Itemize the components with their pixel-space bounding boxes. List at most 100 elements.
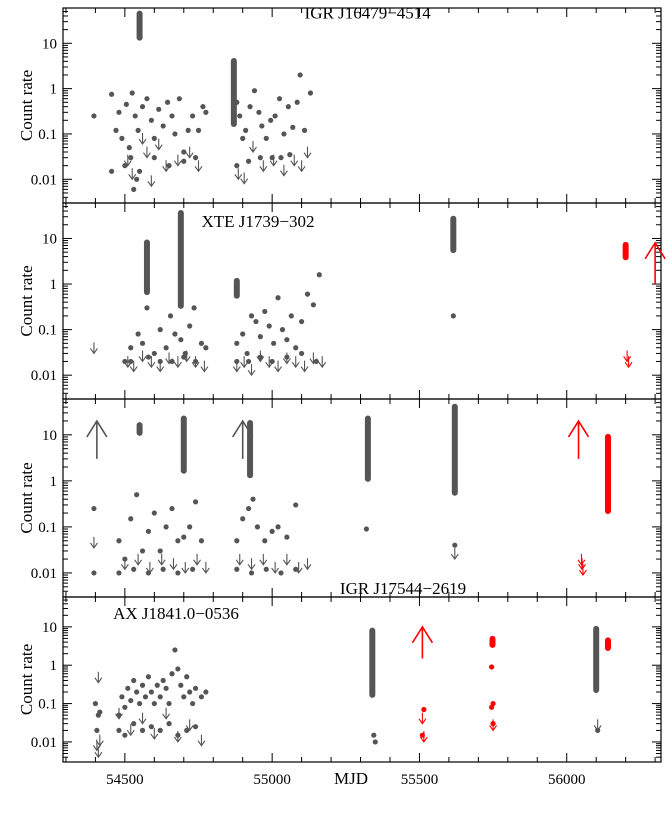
data-point <box>450 313 456 319</box>
upper-limit-arrow <box>185 146 194 159</box>
data-point <box>294 99 300 105</box>
outburst-arrow <box>86 419 108 459</box>
upper-limit-arrow <box>89 536 98 549</box>
panel-1: 0.01 0.1 1 10 Count rate IGR J16479−4514 <box>17 4 662 204</box>
x-axis-label: MJD <box>334 769 368 788</box>
data-point <box>257 334 263 340</box>
data-point <box>247 104 253 110</box>
data-point <box>266 323 272 329</box>
data-point <box>164 99 171 105</box>
data-point <box>128 345 134 351</box>
upper-limit-arrow <box>165 352 173 365</box>
upper-limit-arrow <box>154 138 163 151</box>
data-point <box>284 337 290 343</box>
y-tick-label: 10 <box>42 428 57 444</box>
y-tick-label: 10 <box>42 36 57 52</box>
upper-limit-arrow <box>234 168 243 181</box>
data-point <box>372 739 378 745</box>
data-point <box>489 664 495 670</box>
upper-limit-arrow <box>578 564 587 576</box>
data-point <box>91 570 97 576</box>
data-point <box>203 109 209 115</box>
data-point <box>181 534 187 540</box>
data-point <box>269 358 275 365</box>
data-point <box>237 113 243 119</box>
data-point <box>198 694 205 700</box>
y-tick-label: 0.01 <box>31 566 57 582</box>
data-point <box>166 163 172 169</box>
data-point <box>145 528 152 534</box>
upper-limit-arrow <box>450 548 459 561</box>
upper-limit-arrow <box>191 356 200 369</box>
data-point <box>163 345 169 351</box>
data-point <box>184 674 190 680</box>
data-point <box>175 538 181 544</box>
data-point <box>169 113 175 119</box>
data-point <box>187 323 193 329</box>
data-point <box>97 709 103 715</box>
data-point <box>139 682 146 688</box>
data-point <box>187 524 193 530</box>
y-tick-label: 0.1 <box>38 127 57 143</box>
data-point <box>253 318 259 325</box>
upper-limit-arrow <box>274 360 282 373</box>
data-point <box>192 685 199 691</box>
data-point <box>234 566 240 572</box>
y-axis-label: Count rate <box>17 462 36 533</box>
data-point <box>198 538 205 544</box>
y-tick-label: 0.01 <box>31 735 57 751</box>
data-point <box>278 155 284 161</box>
data-point <box>271 340 277 346</box>
data-point <box>172 331 178 337</box>
upper-limit-arrow <box>123 356 132 369</box>
data-point <box>139 340 146 346</box>
y-tick-label: 0.01 <box>31 172 57 188</box>
upper-limit-arrow <box>147 175 156 188</box>
data-point <box>122 732 128 738</box>
data-point <box>119 694 125 700</box>
data-point <box>169 505 175 512</box>
upper-limit-arrow <box>623 350 632 363</box>
upper-limit-arrow <box>282 352 291 365</box>
data-point <box>293 502 299 508</box>
upper-limit-arrow <box>194 160 203 173</box>
data-point <box>116 109 122 115</box>
data-point <box>185 127 191 133</box>
upper-limit-arrow <box>128 168 137 181</box>
upper-limit-arrow <box>94 746 103 759</box>
data-point <box>299 318 305 325</box>
upper-limit-arrow <box>418 712 427 725</box>
data-point <box>139 548 146 554</box>
data-point <box>371 732 377 738</box>
source-title: AX J1841.0−0536 <box>113 604 239 623</box>
data-point <box>192 499 199 505</box>
data-point <box>243 127 249 133</box>
data-point <box>154 682 160 688</box>
upper-limit-arrow <box>150 727 159 740</box>
data-point <box>151 700 157 707</box>
upper-limit-arrow <box>240 172 249 185</box>
data-point <box>109 91 115 97</box>
data-point <box>131 566 137 572</box>
data-point <box>288 313 294 319</box>
data-point <box>91 505 97 512</box>
source-title: IGR J17544−2619 <box>340 579 466 598</box>
y-tick-label: 1 <box>50 82 58 98</box>
upper-limit-arrow <box>240 356 249 369</box>
data-point <box>139 727 146 733</box>
data-point <box>299 350 305 357</box>
data-point <box>91 113 97 119</box>
y-tick-label: 10 <box>42 620 57 636</box>
data-point <box>290 124 296 130</box>
data-point <box>134 492 140 498</box>
data-point <box>269 528 275 534</box>
data-point <box>245 505 252 512</box>
data-point <box>94 727 100 733</box>
upper-limit-arrow <box>157 553 166 566</box>
data-point <box>240 516 246 522</box>
y-tick-label: 10 <box>42 231 57 247</box>
data-point <box>316 272 322 278</box>
data-point <box>421 706 427 713</box>
data-point <box>285 104 291 110</box>
upper-limit-arrow <box>138 712 147 725</box>
